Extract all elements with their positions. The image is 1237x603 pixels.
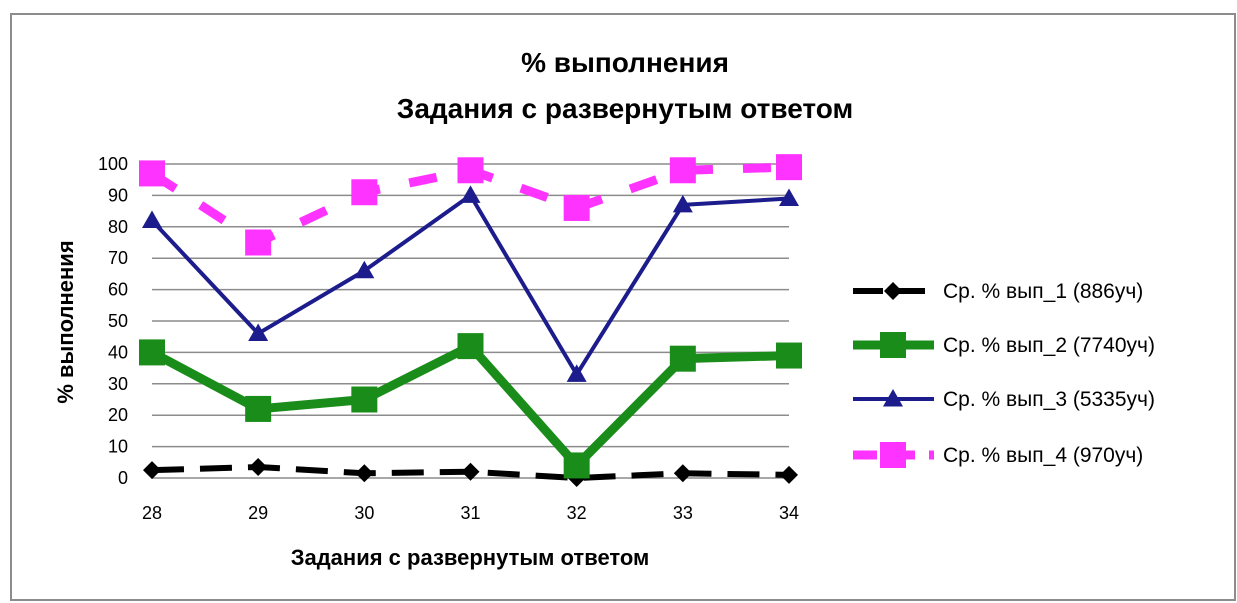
data-point [457, 333, 484, 360]
series-3 [142, 185, 799, 382]
y-tick-labels: 0 10 20 30 40 50 60 70 80 90 100 [98, 154, 128, 488]
data-point [779, 188, 799, 207]
x-tick-label: 29 [248, 503, 268, 523]
x-tick-label: 34 [779, 503, 799, 523]
data-point [460, 185, 481, 203]
y-tick-label: 40 [108, 342, 128, 362]
legend-entry: Ср. % вып_3 (5335уч) [853, 388, 1155, 411]
y-tick-label: 60 [108, 280, 128, 300]
data-point [248, 323, 269, 342]
legend: Ср. % вып_1 (886уч) Ср. % вып_2 (7740уч) С… [853, 280, 1155, 468]
data-point [673, 464, 692, 483]
legend-entry: Ср. % вып_4 (970уч) [853, 442, 1143, 468]
data-point [563, 194, 590, 221]
data-point [139, 160, 165, 187]
y-tick-label: 80 [108, 217, 128, 237]
legend-marker [884, 282, 902, 300]
data-point [354, 260, 375, 279]
legend-marker [883, 389, 903, 407]
legend-label: Ср. % вып_1 (886уч) [943, 280, 1143, 303]
data-point [351, 179, 378, 206]
data-point [669, 345, 696, 372]
data-point [142, 210, 162, 229]
data-point [672, 194, 693, 213]
y-tick-label: 20 [108, 405, 128, 425]
y-tick-label: 50 [108, 311, 128, 331]
series-2 [139, 333, 802, 479]
data-point [143, 461, 161, 480]
data-point [669, 157, 696, 184]
series-4 [139, 154, 802, 256]
chart-frame [10, 13, 1236, 601]
data-point [249, 458, 268, 477]
chart-title: % выполнения [521, 47, 729, 78]
y-tick-label: 70 [108, 248, 128, 268]
series-1 [143, 458, 798, 487]
data-point [355, 464, 374, 483]
legend-marker [880, 332, 906, 358]
legend-label: Ср. % вып_2 (7740уч) [943, 334, 1155, 357]
legend-label: Ср. % вып_4 (970уч) [943, 444, 1143, 467]
data-point [245, 395, 272, 422]
y-tick-label: 10 [108, 437, 128, 457]
data-point [563, 452, 590, 479]
y-axis-title: % выполнения [53, 240, 78, 403]
data-point [566, 364, 587, 382]
y-tick-label: 0 [118, 468, 128, 488]
legend-label: Ср. % вып_3 (5335уч) [943, 388, 1155, 411]
data-point [245, 229, 272, 256]
data-point [780, 465, 798, 484]
legend-entry: Ср. % вып_2 (7740уч) [853, 332, 1155, 358]
data-point [776, 342, 802, 369]
y-tick-label: 100 [98, 154, 128, 174]
x-tick-label: 28 [142, 503, 162, 523]
data-point [457, 157, 484, 184]
x-tick-label: 30 [354, 503, 374, 523]
data-point [776, 154, 802, 181]
x-tick-labels: 28 29 30 31 32 33 34 [142, 503, 799, 523]
legend-entry: Ср. % вып_1 (886уч) [853, 280, 1143, 303]
y-tick-label: 90 [108, 185, 128, 205]
x-tick-label: 32 [567, 503, 587, 523]
series-group [139, 154, 802, 487]
x-axis-title: Задания с развернутым ответом [291, 545, 650, 570]
legend-marker [880, 442, 906, 468]
x-tick-label: 33 [673, 503, 693, 523]
y-tick-label: 30 [108, 374, 128, 394]
chart-subtitle: Задания с развернутым ответом [397, 93, 853, 124]
x-tick-label: 31 [460, 503, 480, 523]
data-point [351, 386, 378, 413]
data-point [139, 339, 165, 366]
data-point [461, 462, 480, 481]
